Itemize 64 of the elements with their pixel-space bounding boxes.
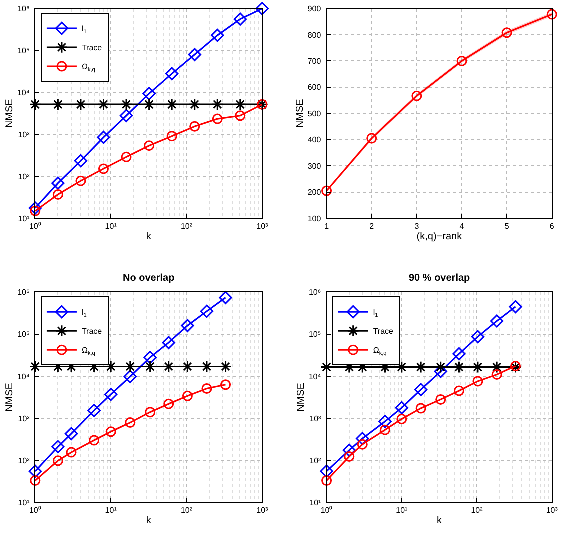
y-tick-label: 10² xyxy=(18,456,30,466)
y-axis-title: NMSE xyxy=(294,98,306,128)
x-tick-label: 10¹ xyxy=(105,222,118,232)
x-tick-label: 6 xyxy=(550,222,555,232)
y-tick-label: 10¹ xyxy=(310,498,322,508)
legend-label: Ω$_{k,q}$ xyxy=(82,346,96,357)
y-tick-label: 900 xyxy=(308,4,322,14)
y-tick-label: 10³ xyxy=(18,130,30,140)
legend-label: Ω$_{k,q}$ xyxy=(373,346,387,357)
x-tick-label: 5 xyxy=(504,222,510,232)
y-axis-title: NMSE xyxy=(296,382,307,412)
x-tick-label: 10² xyxy=(180,222,193,232)
x-tick-label: 10³ xyxy=(256,222,269,232)
x-tick-label: 4 xyxy=(460,222,465,232)
y-tick-label: 10² xyxy=(18,172,30,182)
x-tick-label: 1 xyxy=(324,222,330,232)
y-axis-title: NMSE xyxy=(4,98,16,128)
y-tick-label: 10² xyxy=(310,456,322,466)
y-tick-label: 10³ xyxy=(18,414,30,424)
y-tick-label: 700 xyxy=(308,57,322,66)
y-tick-label: 600 xyxy=(308,83,322,92)
x-tick-label: 10³ xyxy=(546,506,558,516)
y-tick-label: 200 xyxy=(308,188,322,198)
x-tick-label: 10² xyxy=(180,506,193,516)
x-axis-title: (k,q)−rank xyxy=(416,232,464,243)
y-tick-label: 10⁵ xyxy=(18,330,30,340)
legend-label: Ω$_{k,q}$ xyxy=(82,62,96,74)
x-tick-label: 10² xyxy=(471,506,484,516)
x-axis-title: k xyxy=(146,516,152,527)
y-tick-label: 10⁴ xyxy=(17,372,30,382)
y-tick-label: 800 xyxy=(308,30,322,40)
y-tick-label: 10⁴ xyxy=(308,372,322,382)
y-tick-label: 10³ xyxy=(310,414,322,424)
y-tick-label: 400 xyxy=(308,136,322,145)
y-tick-label: 300 xyxy=(308,162,322,171)
chart-title: 90 % overlap xyxy=(409,273,470,284)
y-tick-label: 10¹ xyxy=(18,498,30,508)
y-tick-label: 100 xyxy=(308,214,322,224)
x-axis-title: k xyxy=(436,516,443,527)
legend-label: l$_{1}$ xyxy=(373,308,378,319)
x-axis-title: k xyxy=(146,232,152,243)
y-axis-title: NMSE xyxy=(4,382,16,412)
y-tick-label: 10⁵ xyxy=(308,330,322,340)
y-tick-label: 10⁶ xyxy=(308,288,322,298)
x-tick-label: 3 xyxy=(414,222,420,232)
x-tick-label: 10³ xyxy=(256,506,269,516)
x-tick-label: 10¹ xyxy=(396,506,408,516)
chart-title: No overlap xyxy=(123,273,175,284)
x-tick-label: 10⁰ xyxy=(29,506,42,516)
legend-label: Trace xyxy=(373,327,394,336)
y-tick-label: 10¹ xyxy=(18,214,30,224)
legend-label: l$_{1}$ xyxy=(82,308,87,319)
x-tick-label: 2 xyxy=(370,222,375,232)
x-tick-label: 10⁰ xyxy=(320,506,333,516)
y-tick-label: 10⁶ xyxy=(18,288,30,298)
y-tick-label: 10⁵ xyxy=(18,46,30,56)
legend-label: Trace xyxy=(82,44,103,53)
legend-label: Trace xyxy=(82,327,103,336)
legend-label: l$_{1}$ xyxy=(82,24,87,36)
x-tick-label: 10¹ xyxy=(105,506,118,516)
y-tick-label: 10⁶ xyxy=(18,4,30,14)
x-tick-label: 10⁰ xyxy=(29,222,42,232)
y-tick-label: 500 xyxy=(308,109,322,118)
y-tick-label: 10⁴ xyxy=(17,88,30,98)
